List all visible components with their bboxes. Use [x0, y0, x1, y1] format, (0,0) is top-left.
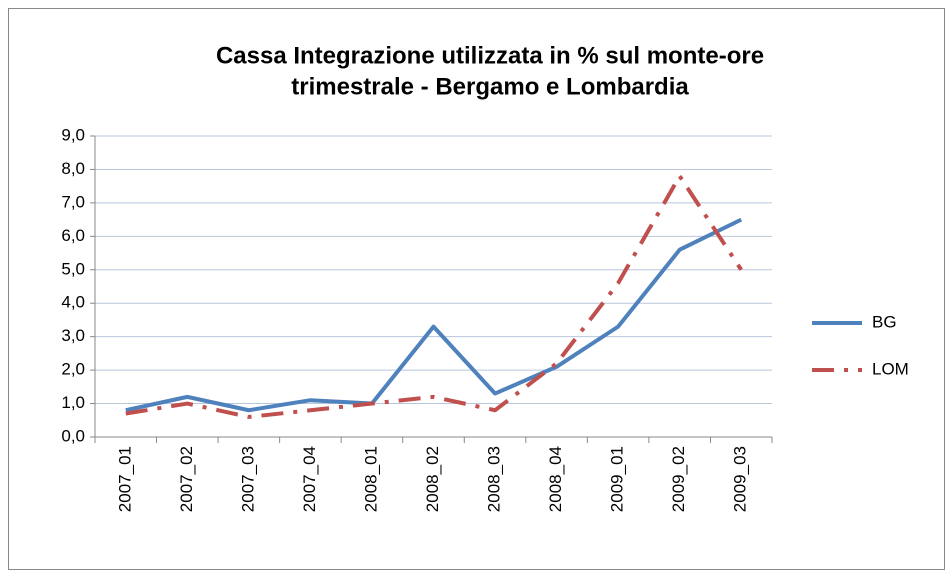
x-tick-label: 2008_01 — [361, 446, 380, 512]
x-tick-label: 2007_03 — [238, 446, 257, 512]
chart-border — [8, 8, 945, 570]
x-tick-label: 2009_02 — [669, 446, 688, 512]
chart-title: Cassa Integrazione utilizzata in % sul m… — [216, 42, 764, 69]
y-tick-label: 7,0 — [61, 192, 85, 211]
x-tick-label: 2007_04 — [300, 446, 319, 512]
x-tick-label: 2009_01 — [608, 446, 627, 512]
y-tick-label: 1,0 — [61, 393, 85, 412]
x-tick-label: 2007_02 — [177, 446, 196, 512]
y-tick-label: 4,0 — [61, 293, 85, 312]
legend-label: LOM — [872, 359, 909, 378]
chart-title: trimestrale - Bergamo e Lombardia — [291, 73, 689, 100]
y-tick-label: 9,0 — [61, 125, 85, 144]
x-tick-label: 2007_01 — [115, 446, 134, 512]
y-tick-label: 6,0 — [61, 226, 85, 245]
y-tick-label: 2,0 — [61, 360, 85, 379]
y-tick-label: 3,0 — [61, 326, 85, 345]
y-tick-label: 8,0 — [61, 159, 85, 178]
y-tick-label: 0,0 — [61, 426, 85, 445]
x-tick-label: 2008_04 — [546, 446, 565, 512]
legend-label: BG — [872, 312, 897, 331]
series-line — [125, 174, 743, 419]
x-tick-label: 2008_03 — [485, 446, 504, 512]
series-line — [125, 217, 743, 413]
y-tick-label: 5,0 — [61, 259, 85, 278]
x-tick-label: 2009_03 — [731, 446, 750, 512]
x-tick-label: 2008_02 — [423, 446, 442, 512]
